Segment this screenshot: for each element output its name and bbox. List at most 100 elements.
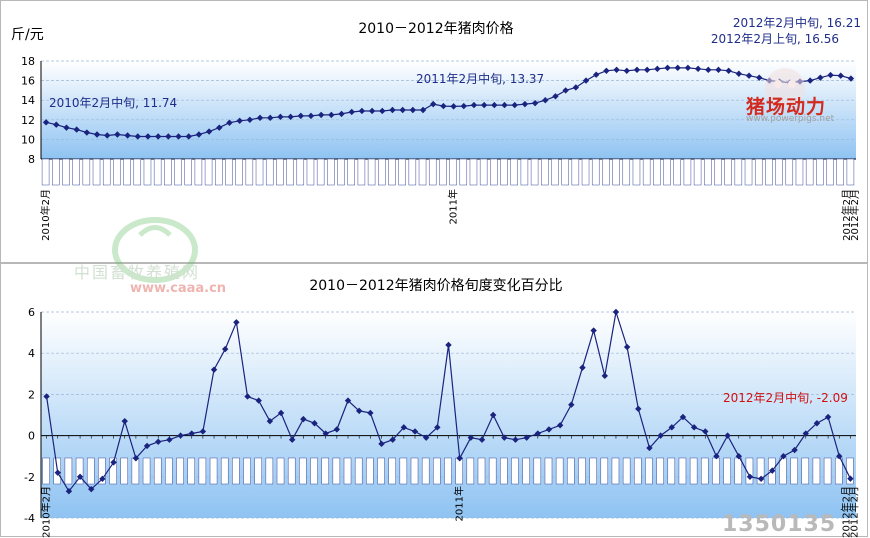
x-tick-glyph [714,158,722,186]
x-tick-glyph [310,457,318,485]
data-point [195,131,203,138]
data-point [322,430,329,437]
data-point [379,107,386,115]
x-tick-glyph [667,457,676,485]
x-tick-glyph [544,457,553,485]
data-point [367,409,374,417]
x-date-label: 2012年2月 [848,189,861,241]
data-point [226,119,233,126]
x-tick-glyph [131,457,140,485]
y-tick-label: 12 [21,114,35,127]
x-tick-glyph [459,158,468,186]
y-tick-label: 2 [28,388,35,401]
data-point [400,424,408,431]
x-tick-glyph [561,158,569,186]
data-point [317,111,325,119]
data-point [572,84,580,91]
data-point [266,417,274,425]
data-point [769,467,776,474]
x-tick-glyph [734,158,743,186]
x-tick-glyph [276,457,285,485]
x-tick-glyph [42,457,50,485]
data-point [791,446,798,454]
data-point [623,67,630,74]
x-tick-glyph [245,158,254,186]
x-tick-glyph [449,158,457,186]
y-tick-label: 14 [21,94,35,107]
x-date-label: 2012年2月 [840,189,853,241]
y-tick-label: 16 [21,75,35,88]
data-point [601,372,609,380]
data-point [633,66,641,74]
data-point [836,453,843,460]
x-tick-glyph [398,158,406,186]
x-tick-glyph [591,158,600,186]
data-point [735,70,743,77]
data-point [664,64,671,72]
data-point [368,107,376,115]
x-tick-glyph [490,158,498,186]
x-tick-glyph [82,158,91,186]
data-point [501,101,508,109]
x-tick-glyph [533,457,542,485]
x-tick-glyph [439,158,447,186]
y-tick-label: 10 [21,133,35,146]
x-tick-glyph [220,457,229,485]
data-point [623,343,631,351]
data-point [460,102,467,110]
change-chart-panel: -4 -2 0 2 4 6 2010年2月 2011年 2012年2月 2012年2月 2010－2… [0,263,868,538]
data-point [715,66,722,74]
x-tick-glyph [734,457,743,485]
x-tick-glyph [296,158,305,186]
x-date-label: 2012年2月 [839,486,852,538]
x-tick-glyph [354,457,363,485]
x-tick-glyph [165,457,173,485]
data-annotation: 2012年2月中旬, -2.09 [723,390,848,405]
data-point [746,473,754,480]
data-point [702,428,709,435]
plot-area [41,61,856,159]
data-point [735,453,742,460]
data-point [244,393,251,400]
x-tick-glyph [653,158,661,186]
svg-text:2010年2月: 2010年2月 [39,189,52,241]
data-point [668,424,675,431]
data-point [104,132,111,139]
data-point [99,475,106,483]
x-tick-glyph [343,457,352,485]
data-point [556,422,564,429]
x-tick-glyph [143,158,152,186]
data-point [690,424,698,431]
data-point [199,428,207,435]
data-point [155,438,162,445]
x-tick-glyph [779,457,787,485]
data-point [267,114,274,122]
data-point [54,469,61,476]
data-point [824,413,832,421]
x-date-label: 2012年2月 [847,486,860,538]
data-annotation: 2012年2月中旬, 16.21 [733,15,861,30]
x-tick-glyph [120,457,128,485]
x-tick-glyph [254,457,262,485]
x-tick-glyph [589,457,597,485]
x-tick-glyph [421,457,430,485]
x-tick-glyph [611,457,620,485]
data-point [813,420,821,427]
x-tick-glyph [176,457,184,485]
data-point [489,411,497,419]
data-point [646,444,653,452]
x-tick-glyph [823,457,832,485]
brand-logo-top: 猪场动力 www.powerpigs.net [740,66,858,128]
x-tick-glyph [243,457,251,485]
x-tick-glyph [578,457,586,485]
x-tick-glyph [64,457,73,485]
x-tick-glyph [466,457,475,485]
x-tick-glyph [567,457,575,485]
data-point [246,116,254,123]
x-tick-glyph [775,158,783,186]
data-point [440,102,447,110]
x-tick-glyph [209,457,218,485]
svg-text:2010年2月: 2010年2月 [40,486,53,538]
x-tick-glyph [500,457,508,485]
